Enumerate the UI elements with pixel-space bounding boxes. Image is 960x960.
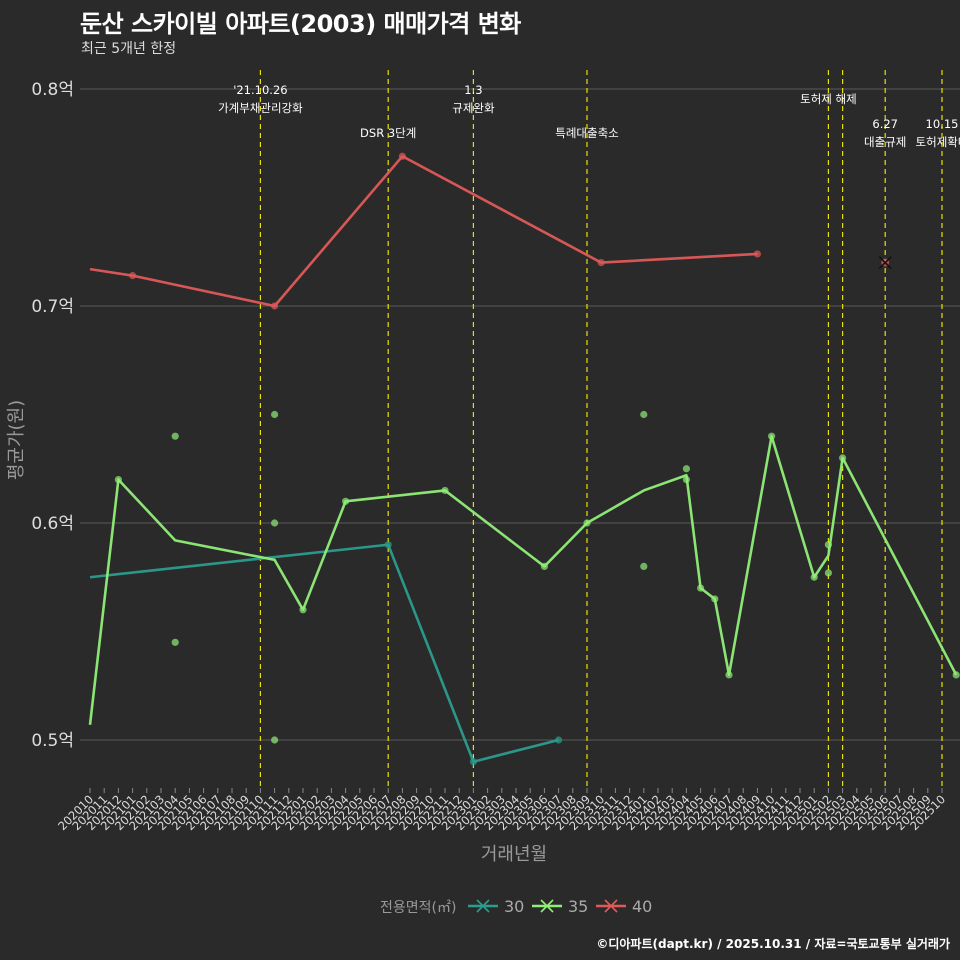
data-point-30-2	[555, 736, 563, 744]
data-point-40-1	[271, 302, 279, 310]
data-point-35-15	[697, 584, 705, 592]
data-point-40-2	[398, 152, 406, 160]
data-point-35-0	[114, 476, 122, 484]
source-caption: ©디아파트(dapt.kr) / 2025.10.31 / 자료=국토교통부 실…	[596, 937, 950, 951]
event-label-6-1: 대출규제	[864, 135, 906, 149]
data-point-35-3	[271, 410, 279, 419]
legend-label-30: 30	[504, 897, 524, 916]
event-label-6-0: 6.27	[872, 117, 898, 131]
data-point-35-22	[839, 454, 847, 462]
y-tick-label-2: 0.7억	[31, 297, 74, 317]
data-point-40-3	[597, 259, 605, 267]
legend: 전용면적(㎡) 30 35 40	[380, 897, 652, 916]
data-point-30-1	[469, 758, 477, 766]
data-point-35-12	[640, 562, 648, 571]
cross-point-40-0	[878, 256, 892, 270]
data-point-35-2	[171, 638, 179, 646]
data-point-40-0	[129, 272, 137, 280]
legend-marker-30	[476, 899, 490, 913]
event-label-0-1: 가계부채관리강화	[218, 101, 303, 115]
grid-lines	[80, 88, 960, 741]
series-line-35	[88, 434, 958, 725]
data-point-35-13	[682, 465, 691, 473]
event-label-3-0: 특례대출축소	[555, 126, 618, 140]
legend-title: 전용면적(㎡)	[380, 900, 456, 916]
data-point-35-1	[171, 432, 179, 440]
data-point-35-6	[299, 606, 307, 614]
data-point-35-5	[271, 736, 279, 744]
data-point-35-16	[711, 595, 719, 603]
data-point-35-7	[342, 497, 350, 505]
data-point-35-8	[441, 486, 449, 495]
data-point-35-4	[271, 519, 279, 527]
event-label-7-1: 토허제확대	[916, 135, 960, 149]
legend-marker-40	[604, 899, 618, 913]
y-tick-label-0: 0.5억	[31, 731, 74, 751]
data-point-35-19	[810, 573, 818, 581]
event-label-2-1: 규제완화	[452, 101, 495, 115]
data-point-35-21	[824, 569, 833, 577]
chart-subtitle: 최근 5개년 한정	[81, 41, 177, 57]
y-axis: 0.5억 0.6억 0.7억 0.8억	[31, 80, 74, 751]
event-label-4-0: 토허제 해제	[800, 92, 857, 106]
chart-title: 둔산 스카이빌 아파트(2003) 매매가격 변화	[80, 10, 521, 38]
x-axis-title: 거래년월	[481, 844, 547, 865]
x-axis: 2020102020112020122021012021022021032021…	[55, 788, 948, 833]
data-point-35-10	[583, 519, 591, 527]
y-axis-title: 평균가(원)	[6, 400, 27, 480]
legend-label-40: 40	[632, 897, 652, 916]
event-label-2-0: 1.3	[464, 83, 482, 97]
y-tick-label-3: 0.8억	[31, 80, 74, 100]
event-lines	[259, 70, 943, 790]
data-point-35-18	[768, 432, 776, 440]
series-line-40	[89, 154, 758, 308]
series-line-30	[89, 543, 559, 764]
data-point-35-17	[725, 671, 733, 679]
data-point-35-20	[824, 541, 833, 549]
data-point-35-14	[682, 476, 691, 484]
event-label-1-0: DSR 3단계	[360, 126, 416, 140]
legend-label-35: 35	[568, 897, 588, 916]
data-point-35-23	[952, 671, 960, 679]
data-point-35-11	[640, 410, 648, 419]
data-point-35-9	[540, 562, 549, 571]
data-point-30-0	[384, 541, 392, 549]
data-point-40-4	[753, 250, 762, 258]
y-tick-label-1: 0.6억	[31, 514, 74, 534]
event-label-0-0: '21.10.26	[233, 83, 287, 97]
series-layer	[88, 152, 960, 766]
legend-marker-35	[540, 899, 554, 913]
event-label-7-0: 10.15	[926, 117, 959, 131]
